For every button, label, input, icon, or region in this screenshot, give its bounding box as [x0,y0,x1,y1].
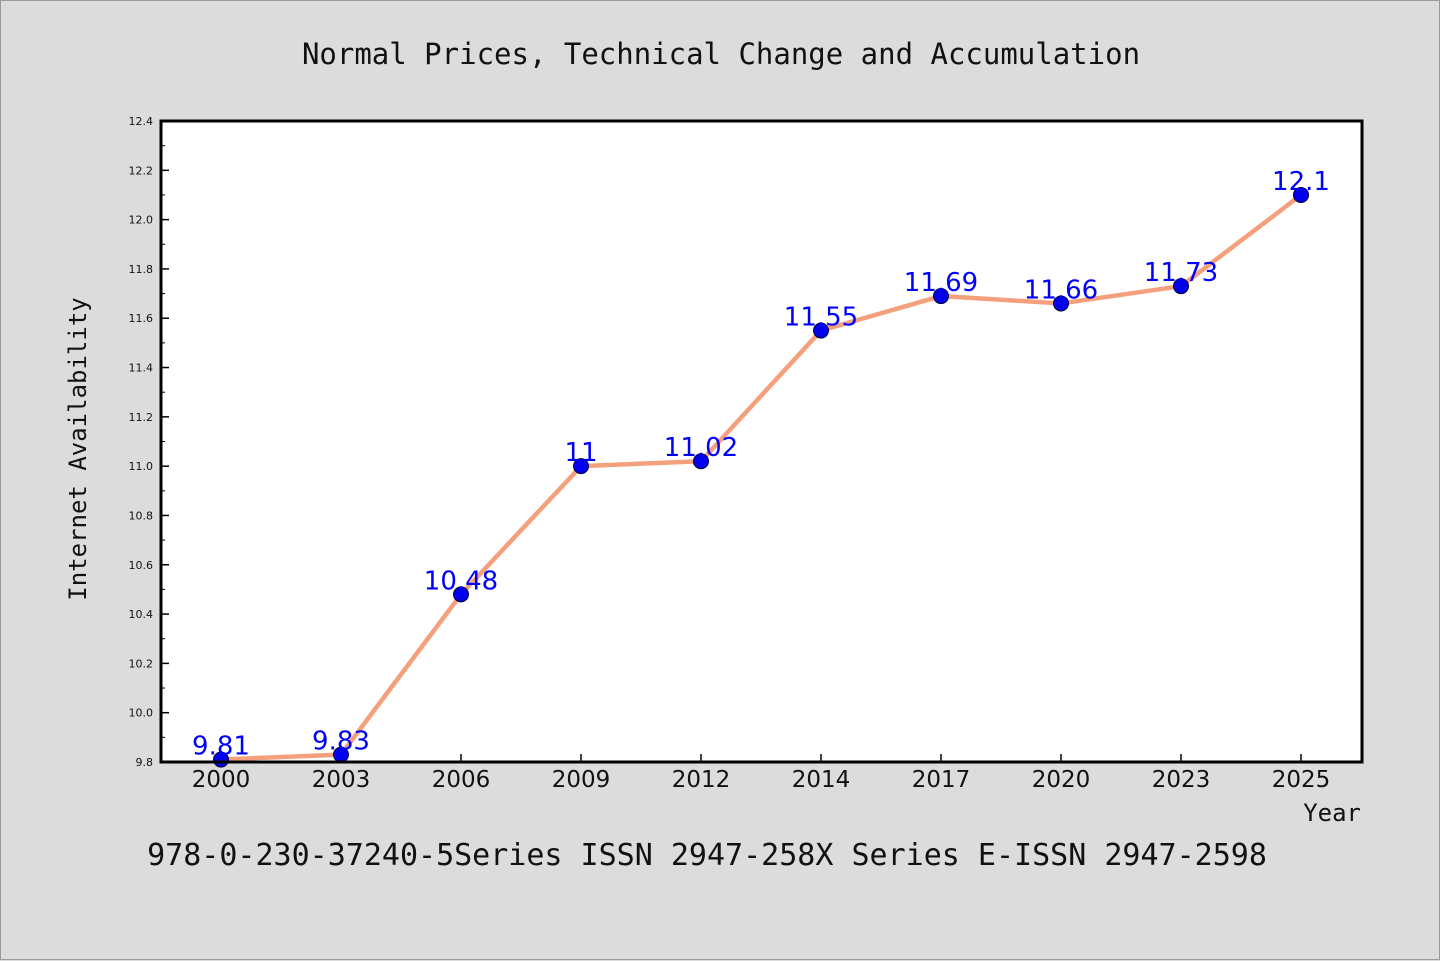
y-tick-label: 11.8 [129,263,154,276]
data-point [1053,295,1069,312]
plot-border [159,119,1364,764]
plot-area [161,121,1362,762]
data-point [1293,186,1309,203]
x-axis: 2000 2003 2006 2009 2012 2014 2017 2020 2023 2025 [192,754,1331,793]
chart-title: Normal Prices, Technical Change and Accu… [302,37,1140,71]
y-tick-label: 10.2 [129,657,154,670]
x-tick-label: 2000 [192,767,251,793]
x-tick-label: 2009 [552,767,611,793]
x-tick-label: 2012 [672,767,731,793]
data-label: 11.55 [784,303,858,333]
data-point [813,322,829,339]
y-tick-label: 10.4 [129,608,154,621]
data-label: 9.83 [312,727,370,757]
data-point [693,453,709,470]
y-tick-label: 10.0 [129,707,154,720]
x-tick-label: 2020 [1032,767,1091,793]
data-point [573,458,589,475]
series-line-group: 9.81 9.83 10.48 11 11.02 11.55 11.69 11.66 11.73… [192,167,1330,768]
x-tick-label: 2006 [432,767,491,793]
y-tick-label: 10.8 [129,509,154,522]
x-tick-label: 2003 [312,767,371,793]
y-tick-label: 12.4 [129,115,154,128]
data-point [933,288,949,305]
x-tick-label: 2014 [792,767,851,793]
x-tick-label: 2025 [1272,767,1331,793]
data-label: 11 [564,438,597,468]
series-line [218,192,1304,762]
footer-isbn-text: 978-0-230-37240-5Series ISSN 2947-258X S… [147,838,1267,873]
data-label: 11.69 [904,268,978,298]
y-tick-label: 11.0 [129,460,154,473]
data-label: 11.02 [664,433,738,463]
data-label: 12.1 [1272,167,1330,197]
y-tick-label: 12.2 [129,164,154,177]
data-point [1173,278,1189,295]
x-tick-label: 2023 [1152,767,1211,793]
y-tick-label: 9.8 [136,756,154,769]
y-tick-label: 12.0 [129,214,154,227]
y-tick-label: 11.4 [129,362,154,375]
y-axis-label: Internet Availability [64,297,92,600]
x-axis-label: Year [1303,799,1361,827]
data-label: 10.48 [424,566,498,596]
x-tick-label: 2017 [912,767,971,793]
data-label: 11.73 [1144,258,1218,288]
data-label: 11.66 [1024,275,1098,305]
y-tick-label: 11.2 [129,411,154,424]
y-axis: 9.8 10.0 10.2 10.4 10.6 10.8 11.0 11.2 11.4 11.6 1… [129,115,169,769]
data-point [453,586,469,603]
data-label: 9.81 [192,732,250,762]
y-tick-label: 11.6 [129,312,154,325]
y-tick-label: 10.6 [129,559,154,572]
